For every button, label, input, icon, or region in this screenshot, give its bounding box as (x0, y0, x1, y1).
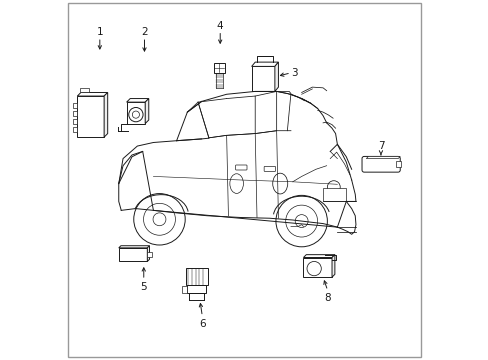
Text: 1: 1 (96, 27, 103, 37)
FancyBboxPatch shape (126, 102, 145, 123)
Text: 2: 2 (141, 27, 147, 37)
Polygon shape (366, 157, 400, 158)
Text: 7: 7 (377, 141, 384, 152)
FancyBboxPatch shape (73, 111, 77, 116)
Polygon shape (126, 99, 148, 102)
Polygon shape (104, 93, 107, 137)
FancyBboxPatch shape (361, 157, 400, 172)
FancyBboxPatch shape (303, 257, 331, 277)
Text: 8: 8 (324, 293, 330, 303)
FancyBboxPatch shape (77, 96, 104, 137)
Circle shape (285, 205, 317, 237)
FancyBboxPatch shape (147, 252, 151, 257)
FancyBboxPatch shape (80, 88, 89, 93)
Circle shape (326, 181, 340, 194)
Ellipse shape (229, 174, 243, 193)
FancyBboxPatch shape (235, 165, 246, 170)
Circle shape (143, 203, 175, 235)
Polygon shape (331, 255, 334, 277)
Text: 4: 4 (217, 21, 223, 31)
Text: 6: 6 (199, 319, 205, 329)
Polygon shape (119, 246, 149, 248)
FancyBboxPatch shape (214, 63, 224, 73)
Circle shape (295, 215, 307, 228)
FancyBboxPatch shape (323, 188, 346, 202)
FancyBboxPatch shape (73, 119, 77, 124)
FancyBboxPatch shape (73, 103, 77, 108)
Polygon shape (147, 246, 149, 261)
Circle shape (275, 195, 326, 247)
FancyBboxPatch shape (264, 166, 275, 171)
Circle shape (134, 194, 185, 245)
Polygon shape (251, 62, 278, 66)
Text: 5: 5 (140, 282, 147, 292)
Polygon shape (303, 255, 334, 257)
Text: 3: 3 (291, 68, 298, 78)
FancyBboxPatch shape (119, 248, 147, 261)
FancyBboxPatch shape (185, 268, 207, 285)
Circle shape (153, 213, 165, 226)
Ellipse shape (272, 173, 287, 194)
FancyBboxPatch shape (395, 161, 400, 167)
Circle shape (132, 111, 139, 118)
FancyBboxPatch shape (251, 66, 274, 91)
Polygon shape (145, 99, 148, 123)
Circle shape (306, 261, 321, 276)
FancyBboxPatch shape (73, 127, 77, 132)
Polygon shape (274, 62, 278, 91)
Polygon shape (77, 93, 107, 96)
Circle shape (128, 108, 143, 122)
FancyBboxPatch shape (187, 285, 205, 293)
FancyBboxPatch shape (182, 286, 187, 293)
